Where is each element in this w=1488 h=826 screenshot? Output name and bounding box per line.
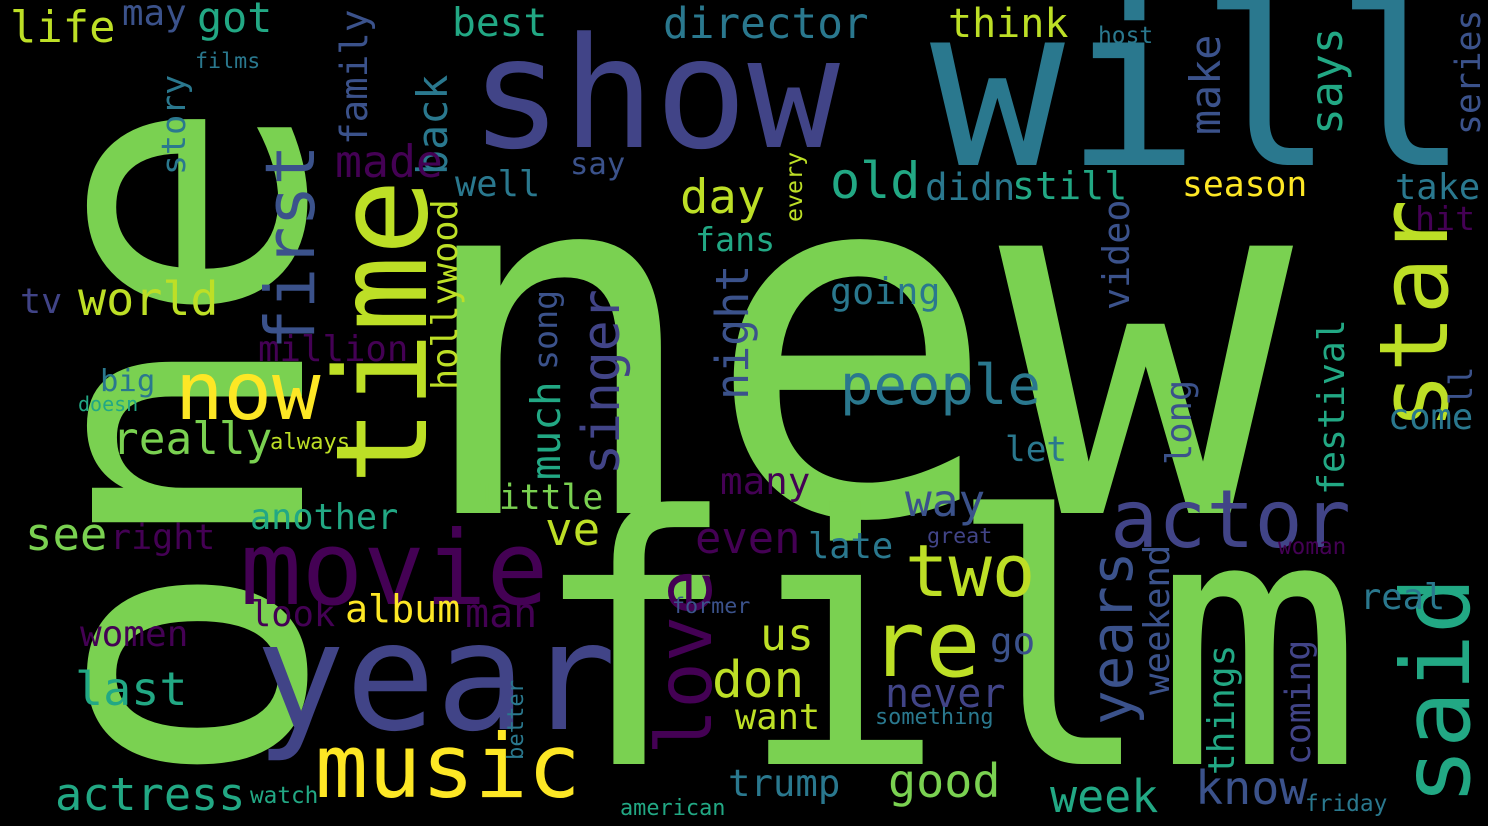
word-another: another [250, 496, 399, 538]
word-best: best [452, 0, 548, 47]
word-made: made [335, 135, 443, 189]
word-singer: singer [571, 289, 632, 475]
word-never: never [885, 671, 1006, 717]
word-doesn: doesn [78, 392, 139, 416]
word-festival: festival [1310, 319, 1354, 495]
word-don: don [712, 650, 805, 710]
word-even: even [695, 513, 801, 565]
word-think: think [948, 1, 1069, 47]
word-take: take [1395, 167, 1481, 209]
word-night: night [706, 264, 759, 400]
word-fans: fans [695, 220, 776, 260]
word-new: new [410, 59, 1294, 629]
word-real: real [1360, 576, 1446, 618]
word-season: season [1182, 165, 1308, 206]
word-come: come [1388, 396, 1474, 438]
word-say: say [570, 146, 626, 182]
word-director: director [663, 0, 869, 49]
word-better: better [502, 679, 529, 760]
word-really: really [112, 413, 273, 465]
word-didn: didn [925, 165, 1016, 210]
word-hollywood: hollywood [424, 199, 466, 390]
word-actor: actor [1110, 473, 1351, 566]
word-woman: woman [1278, 533, 1347, 560]
word-late: late [808, 526, 894, 568]
word-ve: ve [545, 502, 601, 557]
word-always: always [270, 428, 351, 455]
word-album: album [345, 587, 461, 633]
word-man: man [465, 591, 538, 637]
word-well: well [455, 164, 541, 206]
word-year: year [255, 590, 617, 765]
word-former: former [672, 594, 751, 620]
word-see: see [25, 507, 108, 561]
word-million: million [258, 328, 409, 370]
word-trump: trump [728, 761, 841, 806]
word-people: people [840, 352, 1041, 418]
word-two: two [905, 530, 1036, 615]
word-go: go [990, 618, 1036, 663]
word-life: life [10, 2, 116, 54]
word-says: says [1300, 27, 1354, 135]
word-watch: watch [250, 782, 319, 809]
word-world: world [78, 273, 219, 328]
word-american: american [620, 796, 726, 822]
word-may: may [122, 0, 187, 35]
word-little: little [478, 477, 604, 518]
word-story: story [154, 74, 194, 175]
word-us: us [760, 608, 814, 662]
word-going: going [830, 270, 941, 314]
word-old: old [830, 152, 921, 210]
word-friday: friday [1305, 790, 1388, 817]
word-films: films [195, 49, 261, 75]
word-still: still [1012, 164, 1128, 210]
word-let: let [1005, 430, 1068, 471]
word-every: every [781, 151, 809, 222]
word-movie: movie [240, 509, 549, 629]
word-coming: coming [1279, 639, 1320, 765]
word-great: great [927, 524, 993, 550]
word-look: look [250, 593, 336, 635]
word-series: series [1448, 9, 1488, 135]
word-want: want [735, 696, 821, 738]
word-many: many [720, 459, 811, 504]
word-will: will [930, 0, 1470, 218]
word-way: way [905, 475, 986, 527]
word-music: music [315, 714, 581, 818]
word-hit: hit [1415, 199, 1476, 239]
word-re: re [870, 591, 981, 699]
word-something: something [875, 705, 994, 731]
word-things: things [1201, 644, 1244, 775]
word-long: long [1158, 379, 1200, 465]
word-right: right [110, 518, 216, 558]
word-now: now [175, 345, 321, 440]
word-big: big [100, 363, 156, 399]
word-host: host [1098, 22, 1154, 49]
word-make: make [1180, 34, 1230, 135]
word-years: years [1078, 551, 1146, 725]
word-film: film [530, 443, 1363, 826]
word-first: first [252, 144, 332, 350]
word-good: good [888, 755, 1001, 810]
word-show: show [470, 5, 840, 185]
word-last: last [75, 663, 188, 718]
word-song: song [525, 289, 565, 370]
word-much: much [521, 381, 570, 480]
word-video: video [1095, 199, 1139, 310]
word-know: know [1195, 761, 1308, 816]
word-day: day [680, 169, 766, 225]
word-weekend: weekend [1136, 544, 1178, 695]
word-tv: tv [20, 281, 63, 322]
word-family: family [331, 9, 376, 145]
word-week: week [1050, 769, 1159, 823]
word-got: got [197, 0, 273, 43]
word-actress: actress [55, 768, 246, 822]
word-women: women [80, 613, 189, 655]
